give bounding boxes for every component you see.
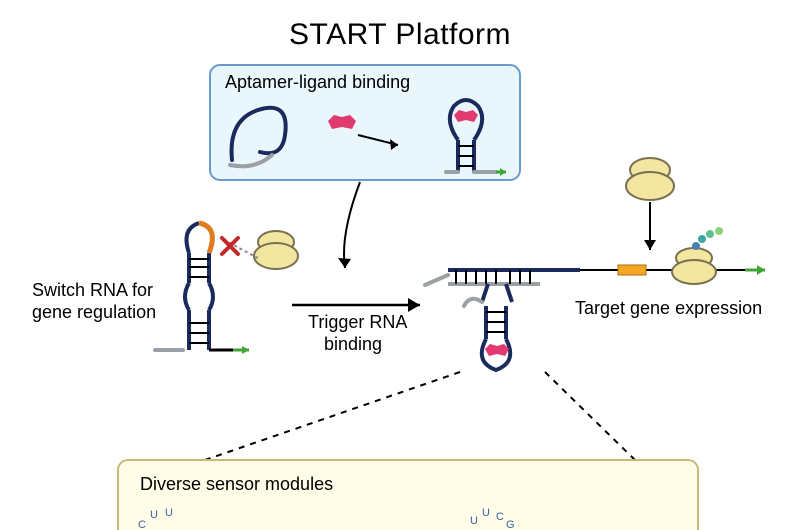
nascent-peptide-icon [692,227,723,250]
svg-text:U: U [150,509,158,521]
svg-text:U: U [470,515,478,527]
svg-text:U: U [165,507,173,519]
svg-text:C: C [496,511,504,523]
target-label: Target gene expression [575,298,762,319]
svg-text:G: G [506,519,515,530]
trigger-arrowhead-icon [408,298,420,312]
svg-text:U: U [482,507,490,519]
ribosome-blocked-icon [254,231,298,269]
ligand-icon [328,115,356,129]
sensor-box [118,460,698,530]
aptamer-to-trigger-arrow-icon [344,182,360,268]
trigger-label-line2: binding [324,334,382,355]
ribosome-translating-icon [672,248,716,284]
zoom-dash-right-icon [545,372,635,460]
sensor-box-label: Diverse sensor modules [140,474,333,495]
switch-label-line1: Switch RNA for [32,280,153,301]
aptamer-box-label: Aptamer-ligand binding [225,72,410,93]
zoom-dash-left-icon [205,372,460,460]
svg-text:C: C [138,519,146,530]
ribosome-active-icon [626,158,674,200]
switch-label-line2: gene regulation [32,302,156,323]
trigger-label-line1: Trigger RNA [308,312,407,333]
